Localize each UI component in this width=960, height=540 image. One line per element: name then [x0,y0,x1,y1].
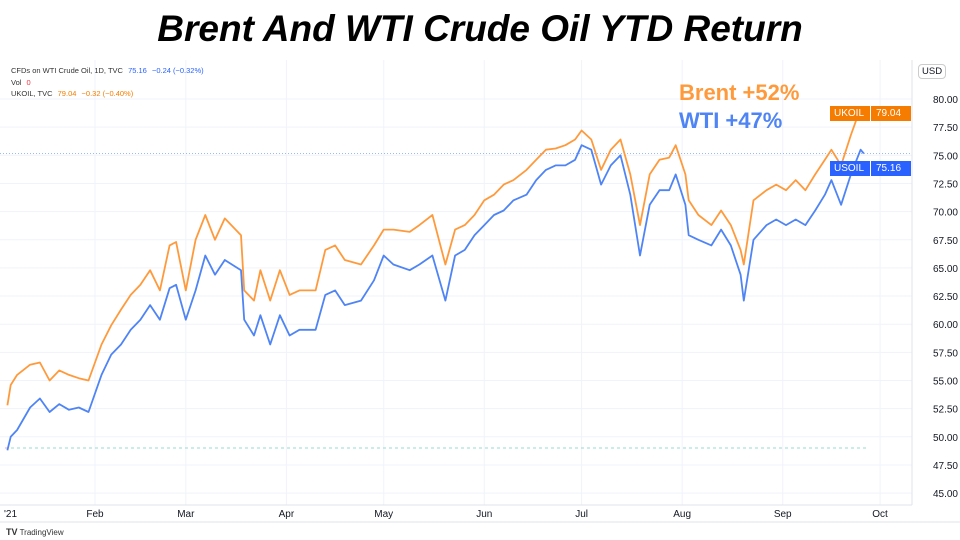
legend-vol-value: 0 [26,78,31,87]
ukoil-symbol-tag: UKOIL [830,106,870,121]
legend-wti: CFDs on WTI Crude Oil, 1D, TVC 75.16 −0.… [11,66,207,75]
ukoil-price-tag: 79.04 [871,106,911,121]
legend-vol: Vol 0 [11,78,34,87]
legend-brent: UKOIL, TVC 79.04 −0.32 (−0.40%) [11,89,136,98]
y-tick-label: 62.50 [933,292,958,303]
x-tick-label: Feb [86,509,104,520]
usoil-symbol-tag: USOIL [830,161,870,176]
y-tick-label: 72.50 [933,179,958,190]
legend-brent-change: −0.32 (−0.40%) [81,89,134,98]
chart-title: Brent And WTI Crude Oil YTD Return [157,8,803,49]
y-tick-label: 77.50 [933,123,958,134]
x-tick-label: Oct [872,509,888,520]
tradingview-label: TradingView [19,528,64,537]
y-tick-label: 80.00 [933,95,958,106]
y-tick-label: 60.00 [933,320,958,331]
usoil-price-tag: 75.16 [871,161,911,176]
x-tick-label: May [374,509,393,520]
x-tick-label: Jun [476,509,492,520]
y-tick-label: 70.00 [933,208,958,219]
series-line-wti [6,144,865,451]
legend-wti-change: −0.24 (−0.32%) [151,66,204,75]
y-tick-label: 55.00 [933,377,958,388]
legend-vol-name: Vol [11,78,22,87]
y-tick-label: 52.50 [933,405,958,416]
x-tick-label: Apr [279,509,295,520]
y-tick-label: 50.00 [933,433,958,444]
brent-annotation: Brent +52% [679,80,800,105]
x-tick-label: Aug [673,509,691,520]
y-tick-label: 67.50 [933,236,958,247]
wti-annotation: WTI +47% [679,108,783,133]
y-tick-label: 47.50 [933,461,958,472]
tradingview-logo: TV TradingView [6,527,64,537]
legend-wti-price: 75.16 [128,66,147,75]
y-tick-label: 45.00 [933,489,958,500]
y-tick-label: 75.00 [933,151,958,162]
legend-brent-price: 79.04 [57,89,77,98]
legend-wti-name: CFDs on WTI Crude Oil, 1D, TVC [11,66,123,75]
series-line-brent [6,107,865,406]
y-tick-label: 65.00 [933,264,958,275]
legend-brent-name: UKOIL, TVC [11,89,53,98]
x-tick-label: Sep [774,509,792,520]
currency-button[interactable]: USD [918,64,947,79]
x-tick-label: Jul [575,509,588,520]
x-tick-label: Mar [177,509,195,520]
x-tick-label: '21 [4,509,17,520]
y-tick-label: 57.50 [933,348,958,359]
